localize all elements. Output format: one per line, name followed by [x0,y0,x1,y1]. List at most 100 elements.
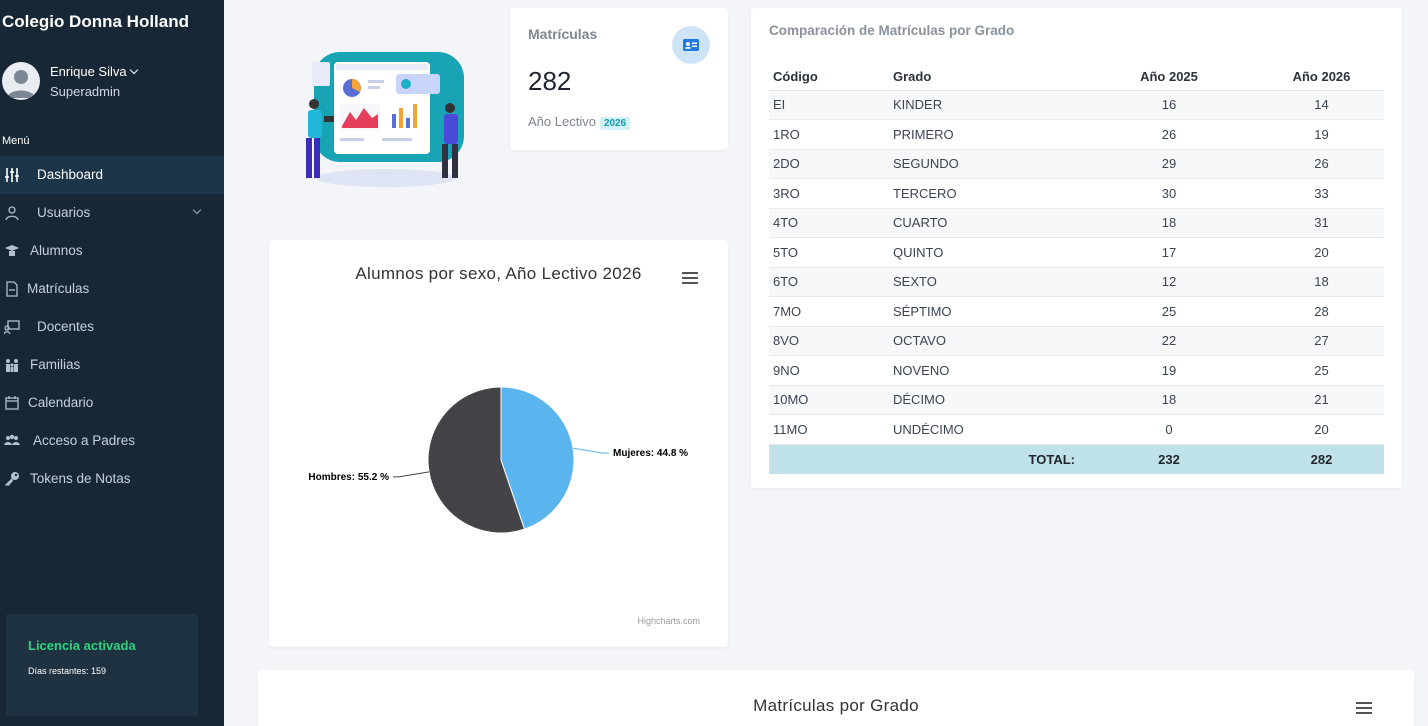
table-cell: 5TO [769,237,889,268]
table-row: 1RO PRIMERO 26 19 [769,119,1384,150]
calendar-icon [4,395,20,411]
sidebar-item-tokens-de-notas[interactable]: Tokens de Notas [0,460,224,498]
dashboard-illustration [296,46,466,190]
table-cell: 27 [1259,326,1384,356]
table-cell: 21 [1259,385,1384,415]
menu-title: Menú [2,135,30,147]
table-cell: 33 [1259,178,1384,209]
avatar-person-icon [7,70,35,98]
table-cell: SÉPTIMO [889,296,1079,327]
sidebar-item-acceso-a-padres[interactable]: Acceso a Padres [0,422,224,460]
sidebar-item-calendario[interactable]: Calendario [0,384,224,422]
table-cell: EI [769,90,889,120]
table-cell: 11MO [769,414,889,445]
table-row: 8VO OCTAVO 22 27 [769,326,1384,356]
table-row: 6TO SEXTO 12 18 [769,267,1384,297]
table-row: EI KINDER 16 14 [769,90,1384,120]
column-header[interactable]: Grado [889,63,1079,91]
table-cell: 20 [1259,414,1384,445]
sidebar-item-label: Tokens de Notas [30,471,131,486]
table-cell: 18 [1079,208,1259,238]
family-icon [4,357,20,373]
document-icon [4,281,20,297]
sliders-icon [4,167,20,183]
stat-title: Matrículas [528,26,598,42]
chart-credits[interactable]: Highcharts.com [637,616,700,626]
table-row: 9NO NOVENO 19 25 [769,355,1384,386]
pie-slice-mujeres[interactable] [500,386,575,530]
sidebar-item-label: Usuarios [37,205,91,220]
chart-title: Matrículas por Grado [753,696,919,715]
chart-title: Alumnos por sexo, Año Lectivo 2026 [355,264,642,283]
table-cell: 3RO [769,178,889,209]
table-row: 3RO TERCERO 30 33 [769,178,1384,209]
table-total-row: TOTAL: 232 282 [769,444,1384,474]
table-cell: 22 [1079,326,1259,356]
column-header[interactable]: Año 2026 [1259,63,1384,91]
table-cell: 2DO [769,149,889,179]
user-role: Superadmin [50,84,121,99]
chart-menu-icon[interactable] [1356,702,1372,714]
sidebar-item-matriculas[interactable]: Matrículas [0,270,224,308]
table-cell: 16 [1079,90,1259,120]
table-cell: 1RO [769,119,889,150]
column-header[interactable]: Año 2025 [1079,63,1259,91]
pie-data-label: Mujeres: 44.8 % [613,448,688,459]
table-cell [769,444,889,474]
table-cell: 30 [1079,178,1259,209]
key-icon [4,471,20,487]
table-cell: 4TO [769,208,889,238]
year-chip: 2026 [599,117,631,130]
sidebar-item-familias[interactable]: Familias [0,346,224,384]
sidebar-item-label: Dashboard [37,167,104,182]
sidebar-item-dashboard[interactable]: Dashboard [0,156,224,194]
table-row: 5TO QUINTO 17 20 [769,237,1384,268]
table-row: 11MO UNDÉCIMO 0 20 [769,414,1384,445]
chevron-down-icon [129,65,138,75]
table-cell: PRIMERO [889,119,1079,150]
sidebar-item-docentes[interactable]: Docentes [0,308,224,346]
sidebar-item-usuarios[interactable]: Usuarios [0,194,224,232]
table-cell: SEXTO [889,267,1079,297]
sidebar-item-label: Calendario [28,395,94,410]
user-name[interactable]: Enrique Silva [50,64,138,79]
sidebar-nav: Dashboard Usuarios Alumnos Matrículas Docent… [0,156,224,498]
sidebar-item-label: Familias [30,357,81,372]
table-row: 4TO CUARTO 18 31 [769,208,1384,238]
stat-subtitle: Año Lectivo 2026 [528,114,631,130]
sidebar-item-alumnos[interactable]: Alumnos [0,232,224,270]
user-menu[interactable]: Enrique Silva Superadmin [2,60,217,102]
table-row: 7MO SÉPTIMO 25 28 [769,296,1384,327]
sidebar-item-label: Alumnos [30,243,83,258]
table-header-row: Código Grado Año 2025 Año 2026 [769,63,1384,91]
user-icon [4,205,20,221]
table-cell: 29 [1079,149,1259,179]
stat-value: 282 [528,66,572,96]
table-cell: 25 [1079,296,1259,327]
id-card-icon [672,26,710,64]
column-header[interactable]: Código [769,63,889,91]
license-remaining: Días restantes: 159 [28,666,107,676]
table-row: 2DO SEGUNDO 29 26 [769,149,1384,179]
chart-menu-icon[interactable] [682,272,698,284]
total-2025: 232 [1079,444,1259,474]
table-cell: 9NO [769,355,889,386]
table-cell: DÉCIMO [889,385,1079,415]
brand-title[interactable]: Colegio Donna Holland [2,12,189,31]
grades-comparison-card: Comparación de Matrículas por Grado Códi… [751,8,1402,488]
teacher-icon [3,319,20,335]
license-box: Licencia activada Días restantes: 159 [6,614,198,716]
table-cell: 17 [1079,237,1259,268]
table-cell: 10MO [769,385,889,415]
table-cell: 12 [1079,267,1259,297]
table-cell: NOVENO [889,355,1079,386]
student-icon [4,243,20,259]
users-icon [4,433,20,449]
table-cell: 26 [1079,119,1259,150]
table-cell: 6TO [769,267,889,297]
table-cell: KINDER [889,90,1079,120]
table-cell: SEGUNDO [889,149,1079,179]
grades-chart-card: Matrículas por Grado [258,670,1414,726]
table-cell: OCTAVO [889,326,1079,356]
table-cell: 0 [1079,414,1259,445]
